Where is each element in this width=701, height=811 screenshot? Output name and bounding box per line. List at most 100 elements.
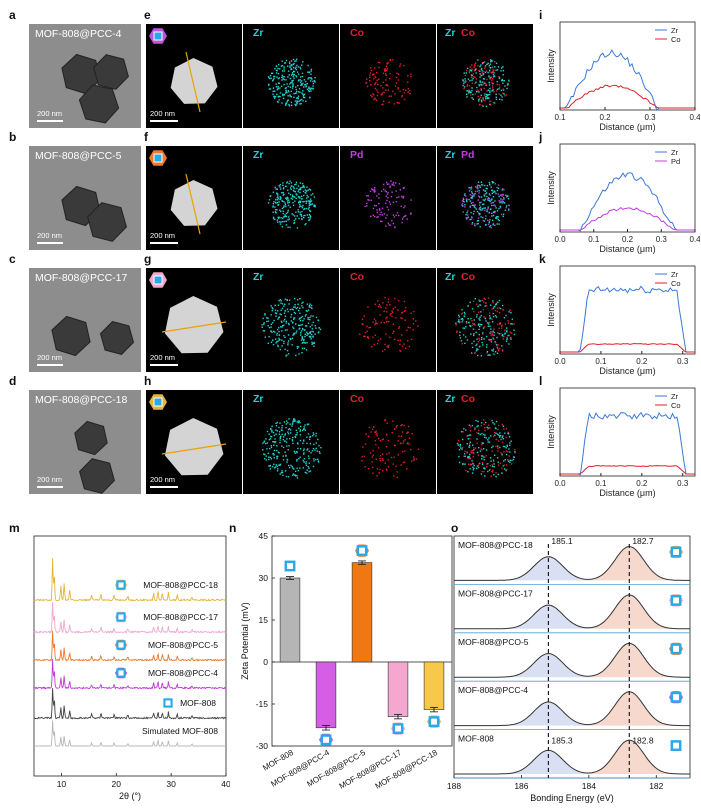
eds-dot [404, 309, 406, 312]
x-tick-label: 30 [166, 779, 176, 789]
eds-dot [309, 200, 311, 203]
haadf-particle [170, 58, 218, 104]
eds-dot [466, 339, 469, 341]
eds-dot [386, 214, 388, 216]
eds-dot [287, 204, 290, 207]
zeta-bar [351, 562, 373, 663]
eds-dot [370, 84, 372, 86]
eds-dot [405, 347, 407, 349]
x-tick-label: 0.0 [554, 479, 566, 488]
eds-dot [310, 452, 312, 454]
eds-dot [305, 461, 307, 463]
eds-dot [478, 212, 480, 214]
eds-dot [280, 188, 282, 190]
eds-dot [412, 318, 414, 320]
eds-dot [471, 76, 473, 78]
eds-dot [478, 100, 480, 102]
eds-dot [482, 219, 484, 222]
eds-dot [304, 471, 306, 474]
eds-dot [296, 227, 299, 229]
eds-dot [469, 200, 472, 202]
eds-dot [305, 462, 307, 465]
eds-dot [386, 304, 388, 306]
eds-dot [273, 463, 275, 465]
eds-dot [387, 465, 390, 468]
square-icon [356, 545, 368, 557]
eds-dot [314, 325, 316, 327]
eds-dot [469, 80, 471, 82]
eds-dot [374, 204, 376, 207]
eds-dot [294, 60, 296, 62]
peak-label: 185.3 [551, 736, 573, 746]
eds-dot [486, 210, 488, 213]
eds-dot [410, 338, 413, 340]
eds-dot [295, 60, 297, 62]
eds-dot [456, 331, 458, 333]
eds-dot [301, 342, 303, 344]
eds-dot [484, 71, 487, 73]
eds-dot [496, 345, 498, 347]
eds-dot [378, 447, 380, 449]
eds-dot [283, 342, 285, 345]
eds-dot [390, 180, 392, 182]
eds-dot [471, 452, 473, 454]
eds-dot [300, 316, 302, 319]
eds-dot [470, 218, 472, 220]
eds-dot [296, 434, 298, 436]
eds-dot [309, 316, 311, 319]
eds-dot [456, 442, 459, 445]
eds-dot [493, 181, 495, 183]
square-icon [320, 734, 332, 746]
eds-dot [389, 186, 391, 188]
plot-frame [559, 265, 696, 355]
eds-dot [463, 428, 465, 430]
eds-dot [291, 337, 293, 340]
y-axis-label: Intensity [546, 171, 556, 205]
eds-dot [386, 183, 389, 185]
eds-dot [385, 317, 387, 319]
eds-dot [402, 442, 404, 444]
eds-dot [296, 347, 299, 349]
eds-dot [273, 97, 276, 99]
eds-dot [391, 310, 393, 312]
eds-dot [492, 87, 494, 89]
eds-dot [274, 90, 276, 92]
eds-dot [470, 202, 473, 204]
eds-dot [261, 324, 263, 326]
eds-dot [489, 468, 491, 471]
eds-dot [490, 460, 492, 462]
eds-dot [486, 187, 488, 190]
eds-dot [503, 198, 505, 200]
eds-dot [312, 331, 315, 333]
eds-dot [275, 425, 278, 427]
eds-dot [492, 196, 495, 198]
square-icon [153, 397, 163, 407]
eds-dot [309, 209, 311, 212]
eds-dot [484, 475, 486, 477]
eds-dot [280, 210, 282, 213]
eds-dot [281, 200, 283, 202]
eds-dot [478, 84, 480, 86]
eds-dot [285, 212, 288, 215]
eds-dot [278, 337, 280, 340]
eds-dot [489, 354, 491, 356]
eds-dot [299, 439, 302, 442]
eds-dot [502, 74, 504, 76]
eds-dot [479, 98, 481, 100]
eds-dot [374, 440, 376, 442]
eds-dot [508, 343, 510, 345]
eds-dot [292, 204, 295, 206]
sample-icon [355, 544, 369, 557]
eds-dot [480, 181, 483, 183]
eds-dot [477, 341, 480, 343]
eds-dot [310, 200, 313, 202]
eds-dot [312, 315, 314, 317]
eds-dot [304, 329, 306, 331]
eds-dot [387, 222, 389, 224]
legend-entry: Co [671, 35, 681, 44]
eds-dot [477, 464, 479, 467]
eds-dot [478, 311, 480, 313]
eds-dot [293, 468, 295, 470]
eds-dot [285, 322, 287, 324]
